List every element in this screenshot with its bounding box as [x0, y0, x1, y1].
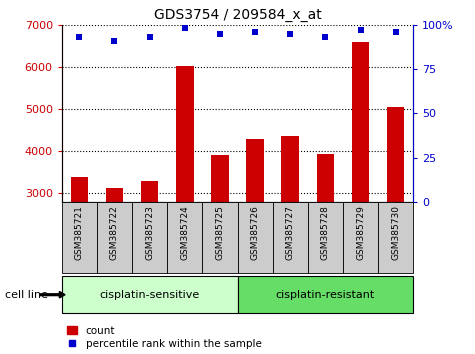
Point: [146, 34, 153, 40]
Bar: [211, 155, 228, 202]
Point: [392, 29, 399, 35]
Bar: [387, 107, 404, 202]
Bar: [238, 202, 273, 273]
Bar: [62, 276, 238, 313]
Bar: [176, 66, 194, 202]
Bar: [167, 202, 202, 273]
Point: [322, 34, 329, 40]
Bar: [308, 202, 343, 273]
Text: GSM385729: GSM385729: [356, 205, 365, 260]
Legend: count, percentile rank within the sample: count, percentile rank within the sample: [67, 326, 262, 349]
Text: GSM385721: GSM385721: [75, 205, 84, 260]
Bar: [281, 136, 299, 202]
Point: [357, 27, 364, 33]
Text: GSM385724: GSM385724: [180, 205, 189, 260]
Text: GSM385723: GSM385723: [145, 205, 154, 260]
Bar: [202, 202, 238, 273]
Point: [76, 34, 83, 40]
Bar: [62, 202, 97, 273]
Bar: [141, 181, 158, 202]
Bar: [343, 202, 378, 273]
Bar: [105, 188, 124, 202]
Text: GSM385725: GSM385725: [216, 205, 224, 260]
Bar: [97, 202, 132, 273]
Bar: [273, 202, 308, 273]
Bar: [132, 202, 167, 273]
Bar: [247, 139, 264, 202]
Bar: [378, 202, 413, 273]
Text: cisplatin-resistant: cisplatin-resistant: [276, 290, 375, 300]
Text: GSM385728: GSM385728: [321, 205, 330, 260]
Point: [111, 38, 118, 44]
Bar: [316, 154, 334, 202]
Text: GSM385727: GSM385727: [286, 205, 294, 260]
Bar: [352, 42, 369, 202]
Text: GSM385730: GSM385730: [391, 205, 400, 260]
Title: GDS3754 / 209584_x_at: GDS3754 / 209584_x_at: [153, 8, 322, 22]
Text: cisplatin-sensitive: cisplatin-sensitive: [99, 290, 200, 300]
Point: [181, 25, 189, 31]
Text: GSM385726: GSM385726: [251, 205, 259, 260]
Text: cell line: cell line: [5, 290, 48, 300]
Point: [216, 31, 224, 36]
Point: [286, 31, 294, 36]
Bar: [238, 276, 413, 313]
Text: GSM385722: GSM385722: [110, 205, 119, 260]
Point: [251, 29, 259, 35]
Bar: [71, 177, 88, 202]
